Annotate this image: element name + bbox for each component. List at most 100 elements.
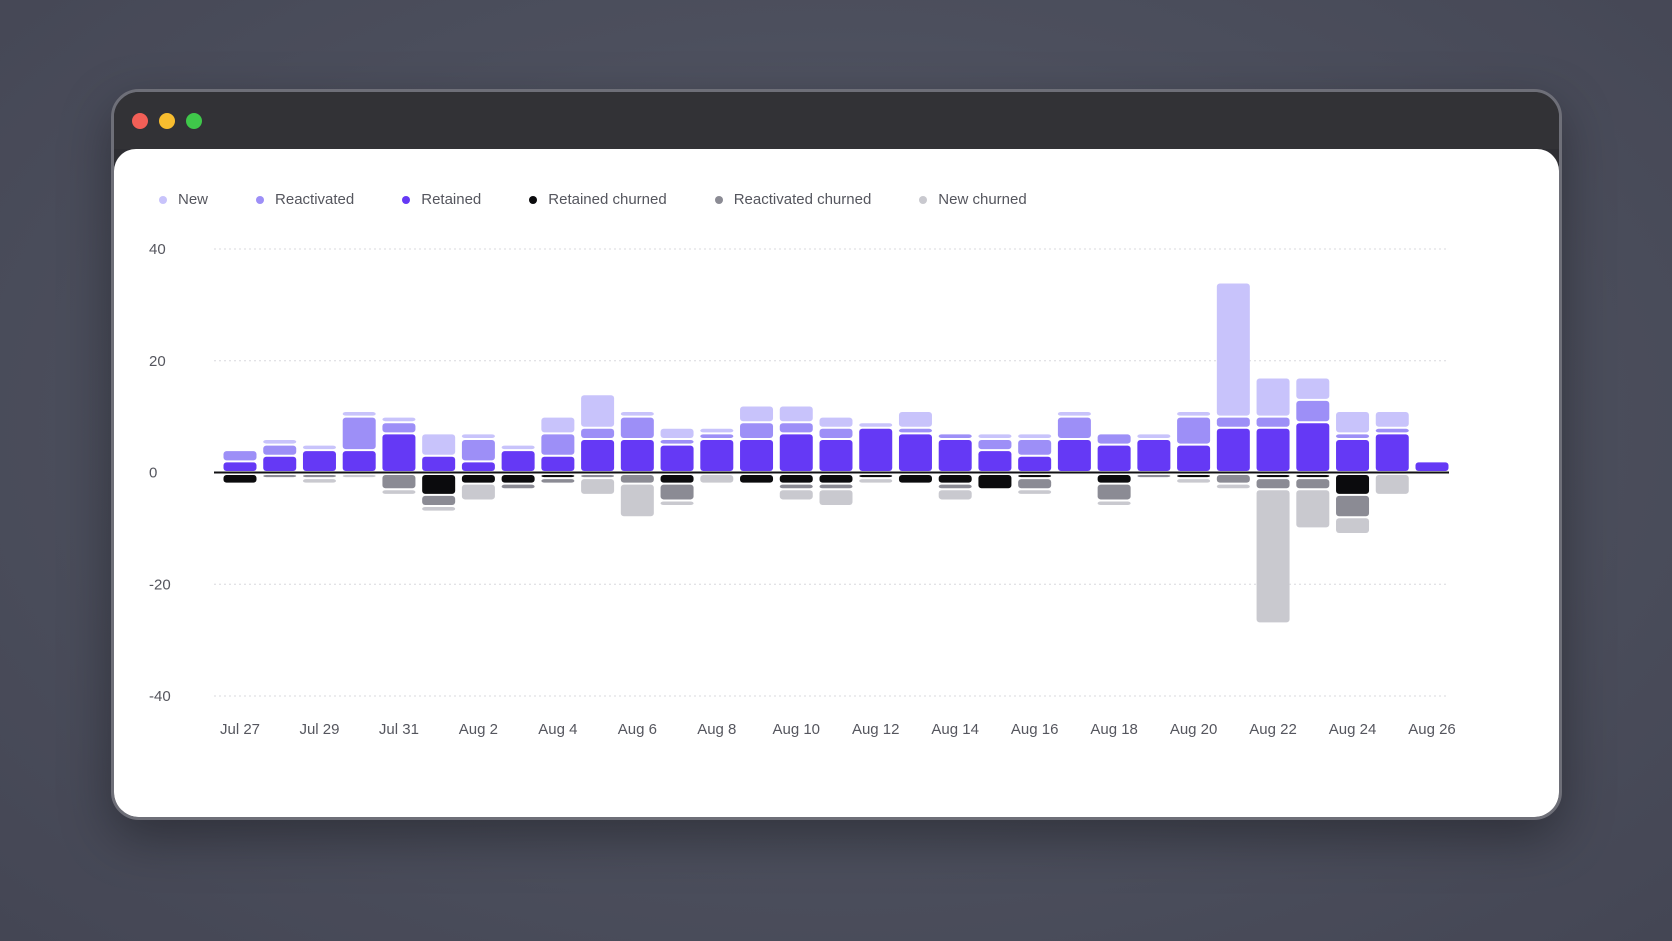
bar-segment-new xyxy=(1177,412,1211,416)
close-window-button[interactable] xyxy=(132,113,148,129)
bar-segment-retained xyxy=(1216,428,1250,471)
bar-segment-new-churned xyxy=(1375,475,1409,494)
bar-segment-new-churned xyxy=(1177,479,1211,483)
bar-segment-retained-churned xyxy=(422,475,456,494)
browser-window: New Reactivated Retained Retained churne… xyxy=(111,89,1562,820)
bar-segment-retained xyxy=(859,428,893,471)
maximize-window-button[interactable] xyxy=(186,113,202,129)
bar-segment-new xyxy=(422,434,456,455)
bar-segment-new-churned xyxy=(1256,490,1290,623)
bar-segment-reactivated-churned xyxy=(819,484,853,489)
bar-segment-retained xyxy=(740,439,774,471)
bar-segment-new-churned xyxy=(700,475,734,483)
y-tick-label: -20 xyxy=(149,576,171,593)
bar-segment-reactivated xyxy=(1296,400,1330,422)
bar-segment-retained xyxy=(898,434,932,471)
bar-segment-reactivated-churned xyxy=(302,475,336,478)
x-tick-label: Jul 31 xyxy=(379,721,419,738)
bar-segment-new xyxy=(978,434,1012,438)
bar-segment-new xyxy=(1296,378,1330,399)
bar-segment-reactivated xyxy=(938,434,972,438)
legend-dot-icon xyxy=(919,195,928,204)
bar-segment-retained-churned xyxy=(938,475,972,483)
legend-label: Retained xyxy=(421,191,482,208)
bar-segment-new xyxy=(263,439,297,444)
bar-segment-reactivated xyxy=(1336,434,1370,438)
bar-segment-new xyxy=(1018,434,1052,438)
bar-segment-reactivated-churned xyxy=(581,475,615,478)
bar-segment-reactivated-churned xyxy=(1097,484,1131,500)
x-tick-label: Jul 27 xyxy=(220,721,260,738)
bar-segment-new xyxy=(859,423,893,427)
bar-segment-retained xyxy=(660,445,694,471)
bar-segment-reactivated-churned xyxy=(1018,479,1052,489)
bar-segment-reactivated-churned xyxy=(501,484,535,489)
bar-segment-retained-churned xyxy=(1336,475,1370,494)
bar-segment-reactivated xyxy=(779,423,813,433)
bar-segment-retained xyxy=(461,462,495,471)
legend-item-reactivated-churned[interactable]: Reactivated churned xyxy=(714,191,871,208)
legend-item-new-churned[interactable]: New churned xyxy=(919,191,1027,208)
legend-label: Retained churned xyxy=(548,191,667,208)
bar-segment-retained-churned xyxy=(1097,475,1131,483)
bar-segment-new-churned xyxy=(302,479,336,483)
legend-item-new[interactable]: New xyxy=(159,191,208,208)
bar-segment-new xyxy=(1256,378,1290,416)
legend-item-retained[interactable]: Retained xyxy=(402,191,481,208)
bar-segment-reactivated xyxy=(819,428,853,438)
bar-segment-retained xyxy=(1018,456,1052,471)
window-titlebar xyxy=(114,92,1559,149)
bar-segment-new xyxy=(461,434,495,438)
x-tick-label: Aug 8 xyxy=(697,721,736,738)
bar-segment-new xyxy=(1216,283,1250,416)
bar-segment-retained xyxy=(382,434,416,471)
chart-legend: New Reactivated Retained Retained churne… xyxy=(159,191,1075,208)
legend-dot-icon xyxy=(256,195,265,204)
bar-segment-new-churned xyxy=(1097,501,1131,506)
bar-segment-reactivated-churned xyxy=(779,484,813,489)
bar-segment-retained-churned xyxy=(223,475,257,483)
legend-dot-icon xyxy=(529,195,538,204)
bar-segment-new xyxy=(620,412,654,416)
legend-dot-icon xyxy=(159,195,167,204)
y-tick-label: 20 xyxy=(149,353,166,370)
x-tick-label: Aug 16 xyxy=(1011,721,1059,738)
bar-segment-new xyxy=(342,412,376,416)
bar-segment-retained-churned xyxy=(660,475,694,483)
bar-segment-retained-churned xyxy=(541,475,575,478)
bar-segment-retained xyxy=(342,451,376,471)
x-tick-label: Aug 20 xyxy=(1170,721,1218,738)
bar-segment-new-churned xyxy=(819,490,853,506)
bar-segment-new xyxy=(898,412,932,427)
bar-segment-retained xyxy=(1336,439,1370,471)
bar-segment-retained xyxy=(1137,439,1171,471)
bar-segment-new-churned xyxy=(382,490,416,494)
x-tick-label: Aug 14 xyxy=(931,721,979,738)
bar-segment-new-churned xyxy=(938,490,972,500)
bar-segment-reactivated xyxy=(1057,417,1091,438)
bar-segment-new-churned xyxy=(620,484,654,517)
bar-segment-new xyxy=(700,428,734,433)
bar-segment-new xyxy=(382,417,416,422)
bar-segment-reactivated-churned xyxy=(1256,479,1290,489)
y-tick-label: -40 xyxy=(149,688,171,705)
legend-item-reactivated[interactable]: Reactivated xyxy=(256,191,354,208)
x-tick-label: Aug 22 xyxy=(1249,721,1297,738)
bar-segment-new-churned xyxy=(342,475,376,478)
bar-segment-retained-churned xyxy=(1177,475,1211,478)
minimize-window-button[interactable] xyxy=(159,113,175,129)
bar-segment-retained-churned xyxy=(1296,475,1330,478)
bar-segment-new xyxy=(1137,434,1171,438)
bar-segment-reactivated-churned xyxy=(1296,479,1330,489)
x-tick-label: Aug 10 xyxy=(772,721,820,738)
legend-item-retained-churned[interactable]: Retained churned xyxy=(529,191,667,208)
bar-segment-reactivated xyxy=(1256,417,1290,427)
bar-segment-new xyxy=(660,428,694,438)
bar-segment-new-churned xyxy=(1336,518,1370,533)
bar-segment-reactivated xyxy=(740,423,774,438)
bar-segment-retained-churned xyxy=(898,475,932,483)
bar-segment-retained xyxy=(620,439,654,471)
bar-segment-new xyxy=(1336,412,1370,433)
legend-label: New xyxy=(178,191,209,208)
bar-segment-reactivated xyxy=(1018,439,1052,455)
